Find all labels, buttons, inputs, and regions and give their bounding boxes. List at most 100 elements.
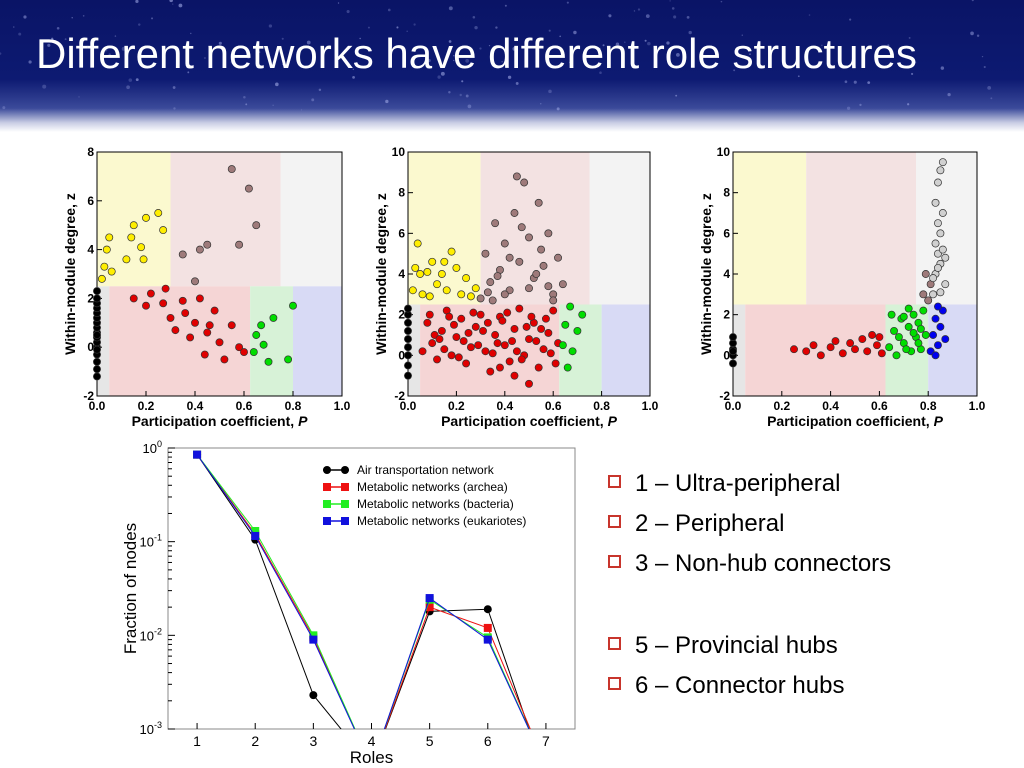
header-speckle xyxy=(990,97,993,100)
header-speckle xyxy=(859,103,862,107)
data-point xyxy=(534,363,543,372)
data-point xyxy=(921,331,930,339)
y-tick-label: 0 xyxy=(723,348,730,362)
data-point xyxy=(166,313,175,322)
data-point xyxy=(178,250,187,259)
header-speckle xyxy=(608,14,612,18)
legend-marker xyxy=(341,517,349,525)
data-point xyxy=(517,355,526,364)
x-axis-label: Participation coefficient, P xyxy=(767,413,943,429)
data-point xyxy=(537,324,546,333)
data-point xyxy=(831,337,840,346)
y-tick-label: 6 xyxy=(398,226,405,240)
header-speckle xyxy=(602,44,605,47)
header-speckle xyxy=(987,85,992,90)
data-point xyxy=(240,348,248,357)
data-point xyxy=(227,321,236,330)
data-point xyxy=(404,335,412,344)
role-region xyxy=(408,152,481,305)
y-tick-label: -2 xyxy=(83,389,94,403)
data-point xyxy=(790,345,798,354)
header-speckle xyxy=(448,90,451,94)
y-tick-label: 10 xyxy=(717,145,731,159)
data-point xyxy=(203,240,212,249)
bullet-icon xyxy=(608,515,621,529)
legend-marker xyxy=(323,517,331,525)
header-speckle xyxy=(448,6,453,11)
header-speckle xyxy=(669,0,671,2)
data-point xyxy=(498,316,507,325)
header-speckle xyxy=(337,2,340,4)
header-speckle xyxy=(135,78,139,82)
data-point xyxy=(863,347,872,356)
data-point xyxy=(435,335,444,344)
header-speckle xyxy=(51,39,55,42)
role-item-6: 6 – Connector hubs xyxy=(608,672,844,700)
data-point xyxy=(178,296,187,305)
y-tick-label: 10-2 xyxy=(140,626,162,643)
role-label: 3 – Non-hub connectors xyxy=(635,550,892,577)
legend-marker xyxy=(341,466,349,474)
data-point xyxy=(227,165,236,174)
header-speckle xyxy=(247,56,250,59)
data-point xyxy=(445,312,454,321)
data-point xyxy=(289,301,297,310)
data-point xyxy=(892,351,901,360)
data-point xyxy=(931,314,940,323)
x-tick-label: 0.2 xyxy=(773,399,790,413)
series-marker xyxy=(483,605,492,614)
y-tick-label: 10-1 xyxy=(140,533,162,550)
data-point xyxy=(500,341,509,350)
data-point xyxy=(404,343,412,352)
data-point xyxy=(525,233,533,242)
role-region xyxy=(733,304,746,396)
header-speckle xyxy=(453,59,455,62)
header-speckle xyxy=(666,41,670,45)
data-point xyxy=(122,255,131,264)
data-point xyxy=(425,292,434,301)
series-marker xyxy=(542,762,550,765)
header-speckle xyxy=(306,40,311,45)
data-point xyxy=(868,331,877,339)
data-point xyxy=(929,331,938,339)
data-point xyxy=(142,301,150,310)
header-speckle xyxy=(741,34,743,36)
legend-marker xyxy=(341,483,349,491)
legend-marker xyxy=(323,483,331,491)
data-point xyxy=(93,372,101,381)
data-point xyxy=(551,359,560,368)
data-point xyxy=(929,290,938,299)
data-point xyxy=(517,223,526,232)
data-point xyxy=(171,326,180,335)
header-speckle xyxy=(501,60,503,63)
data-point xyxy=(503,308,512,317)
data-point xyxy=(938,158,947,167)
y-axis-label: Within-module degree, z xyxy=(373,193,389,355)
role-item-5: 5 – Provincial hubs xyxy=(608,632,838,660)
data-point xyxy=(505,357,514,366)
legend-label: Air transportation network xyxy=(357,463,495,477)
x-tick-label: 0.2 xyxy=(448,399,465,413)
data-point xyxy=(941,253,950,262)
x-tick-label: 0.4 xyxy=(822,399,839,413)
data-point xyxy=(525,335,533,344)
x-tick-label: 0.0 xyxy=(89,399,106,413)
data-point xyxy=(264,357,273,366)
data-point xyxy=(437,326,446,335)
data-point xyxy=(826,343,835,352)
data-point xyxy=(921,270,930,278)
header-speckle xyxy=(671,7,675,10)
header-speckle xyxy=(128,78,133,82)
data-point xyxy=(249,348,258,357)
header-speckle xyxy=(465,59,470,63)
data-point xyxy=(408,286,417,295)
data-point xyxy=(469,308,478,317)
series-group xyxy=(193,450,550,765)
data-point xyxy=(205,321,214,330)
x-tick-label: 0.6 xyxy=(545,399,562,413)
header-speckle xyxy=(104,48,108,52)
data-point xyxy=(404,351,412,360)
data-point xyxy=(941,335,950,344)
y-tick-label: 2 xyxy=(87,291,94,305)
data-point xyxy=(525,379,533,388)
